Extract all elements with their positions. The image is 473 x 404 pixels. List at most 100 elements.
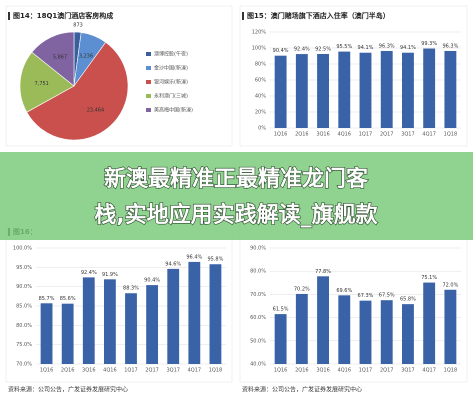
bar-value-label: 72.0% xyxy=(442,282,458,288)
slice-label: 3,236 xyxy=(79,53,93,59)
x-tick-label: 3Q17 xyxy=(401,132,414,138)
chart-title: 图14：18Q1澳门酒店客房构成 xyxy=(13,11,113,20)
bar-value-label: 95.8% xyxy=(207,257,223,263)
bar-value-label: 67.5% xyxy=(379,293,395,299)
y-tick-label: 100% xyxy=(252,46,267,52)
bar-value-label: 95.5% xyxy=(336,44,352,50)
bar xyxy=(188,261,201,364)
banner-line: 新澳最精准正最精准龙门客 xyxy=(104,166,369,192)
x-tick-label: 2Q16 xyxy=(295,132,308,138)
bar xyxy=(125,293,137,364)
bar-value-label: 96.3% xyxy=(379,43,395,49)
bar-value-label: 90.4% xyxy=(144,278,160,284)
bar-value-label: 99.3% xyxy=(421,41,437,47)
x-tick-label: 3Q16 xyxy=(316,132,329,138)
legend-swatch xyxy=(146,94,151,98)
banner xyxy=(0,152,473,240)
x-tick-label: 2Q17 xyxy=(380,132,393,138)
y-tick-label: 60% xyxy=(255,78,266,84)
slice-label: 23,464 xyxy=(87,108,105,114)
bar-value-label: 96.3% xyxy=(442,43,458,49)
bar xyxy=(317,54,329,128)
y-tick-label: 50.0% xyxy=(250,338,266,344)
x-tick-label: 1Q16 xyxy=(274,132,287,138)
slice-label: 873 xyxy=(73,23,83,29)
legend-swatch xyxy=(146,80,151,84)
bar-value-label: 92.4% xyxy=(81,270,97,276)
x-tick-label: 4Q17 xyxy=(188,368,201,374)
title-marker xyxy=(8,12,10,20)
bar xyxy=(317,276,329,364)
y-tick-label: 90.0% xyxy=(250,246,266,252)
bar xyxy=(209,264,222,364)
x-tick-label: 4Q17 xyxy=(422,368,435,374)
bar-value-label: 92.4% xyxy=(294,47,310,53)
y-tick-label: 80.0% xyxy=(250,269,266,275)
bar-value-label: 94.1% xyxy=(400,45,416,51)
y-tick-label: 80% xyxy=(255,62,266,68)
x-tick-label: 1Q16 xyxy=(274,368,287,374)
bar-value-label: 85.6% xyxy=(60,296,76,302)
x-tick-label: 1Q16 xyxy=(40,368,53,374)
bar xyxy=(338,51,351,128)
pie-slice xyxy=(19,51,75,113)
source: 资料来源：公司公告，广发证券发展研究中心 xyxy=(8,386,128,394)
bar xyxy=(444,289,457,364)
x-tick-label: 2Q16 xyxy=(61,368,74,374)
x-tick-label: 1Q17 xyxy=(359,368,372,374)
x-tick-label: 4Q16 xyxy=(103,368,116,374)
y-tick-label: 100.0% xyxy=(13,246,32,252)
legend-label: 银河娱乐(新濠) xyxy=(154,79,188,86)
x-tick-label: 2Q17 xyxy=(145,368,158,374)
x-tick-label: 1Q18 xyxy=(209,368,222,374)
y-tick-label: 120% xyxy=(252,30,267,36)
x-tick-label: 4Q17 xyxy=(422,132,435,138)
y-tick-label: 95.0% xyxy=(16,265,32,271)
y-tick-label: 20% xyxy=(255,110,266,116)
slice-label: 7,751 xyxy=(35,81,49,87)
legend-swatch xyxy=(146,52,151,56)
y-tick-label: 80.0% xyxy=(16,323,32,329)
legend-label: 美高梅中国(新濠) xyxy=(154,107,193,114)
bar-value-label: 61.5% xyxy=(273,307,289,313)
pie-slice xyxy=(26,41,129,141)
bar xyxy=(82,277,95,364)
y-tick-label: 40.0% xyxy=(250,362,266,368)
legend-label: 澳博控股(午夜) xyxy=(154,51,188,58)
bar xyxy=(274,314,287,364)
x-tick-label: 1Q17 xyxy=(124,368,137,374)
pie-slice xyxy=(31,31,75,87)
bar-value-label: 70.2% xyxy=(294,286,310,292)
legend-label: 永利澳门(三城) xyxy=(154,93,188,100)
bar xyxy=(444,50,457,128)
bar-value-label: 91.9% xyxy=(102,272,118,278)
x-tick-label: 2Q17 xyxy=(380,368,393,374)
x-tick-label: 3Q16 xyxy=(82,368,95,374)
x-tick-label: 2Q16 xyxy=(295,368,308,374)
bar xyxy=(146,285,159,364)
bar-value-label: 88.3% xyxy=(123,286,139,292)
y-tick-label: 85.0% xyxy=(16,304,32,310)
bar xyxy=(295,54,308,128)
bar xyxy=(103,279,116,364)
legend-swatch xyxy=(146,66,151,70)
x-tick-label: 1Q17 xyxy=(359,132,372,138)
bar-value-label: 92.5% xyxy=(315,47,331,53)
bar xyxy=(423,282,436,364)
bar-value-label: 85.7% xyxy=(39,296,55,302)
x-tick-label: 3Q17 xyxy=(166,368,179,374)
bar xyxy=(167,268,180,364)
chart-title: 图15：澳门赌场旗下酒店入住率（澳门半岛） xyxy=(247,11,390,20)
x-tick-label: 3Q16 xyxy=(316,368,329,374)
bar-value-label: 75.1% xyxy=(421,275,437,281)
x-tick-label: 1Q18 xyxy=(444,132,457,138)
y-tick-label: 0% xyxy=(258,126,266,132)
legend-swatch xyxy=(146,108,151,112)
bar xyxy=(61,303,74,364)
bar xyxy=(423,48,436,129)
bar-value-label: 94.1% xyxy=(358,45,374,51)
x-tick-label: 4Q16 xyxy=(338,132,351,138)
y-tick-label: 75.0% xyxy=(16,342,32,348)
